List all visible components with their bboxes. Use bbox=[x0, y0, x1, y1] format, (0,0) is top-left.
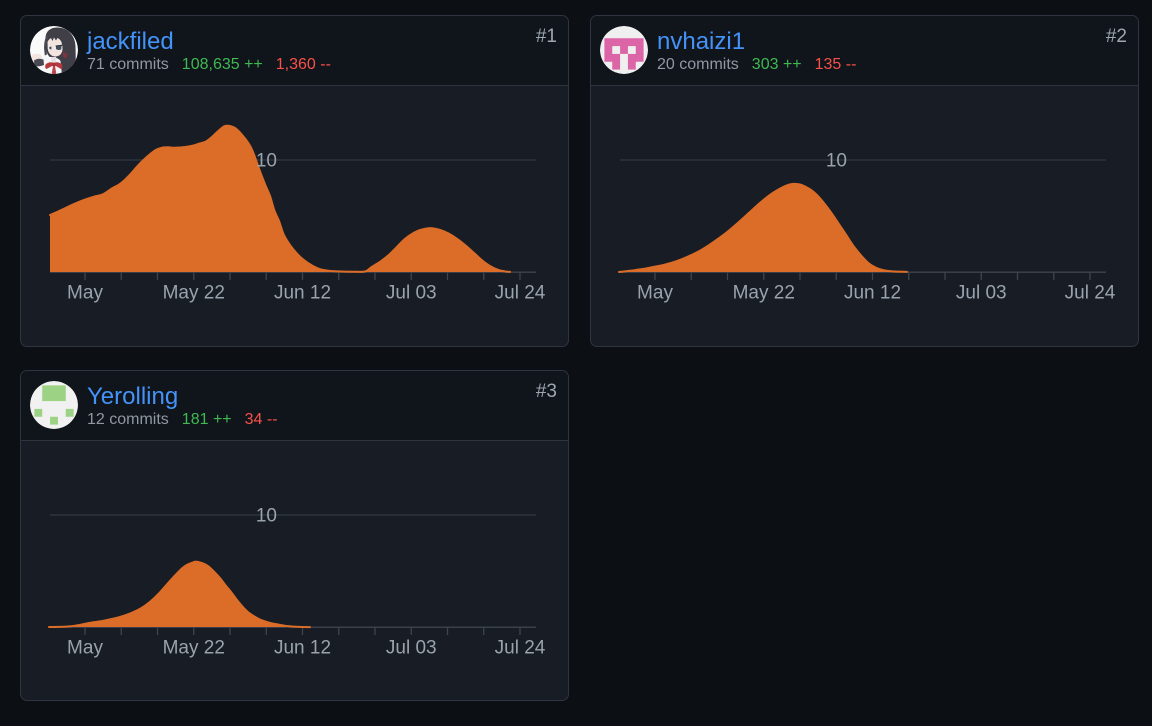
svg-text:Jun 12: Jun 12 bbox=[274, 283, 331, 304]
svg-text:10: 10 bbox=[256, 506, 277, 527]
svg-text:Jul 24: Jul 24 bbox=[495, 638, 546, 659]
svg-text:Jul 03: Jul 03 bbox=[386, 283, 437, 304]
svg-text:Jun 12: Jun 12 bbox=[844, 283, 901, 304]
svg-text:Jul 24: Jul 24 bbox=[1065, 283, 1116, 304]
svg-text:May 22: May 22 bbox=[163, 283, 225, 304]
svg-text:Jul 03: Jul 03 bbox=[386, 638, 437, 659]
svg-text:10: 10 bbox=[826, 151, 847, 172]
svg-text:Jun 12: Jun 12 bbox=[274, 638, 331, 659]
svg-text:May 22: May 22 bbox=[163, 638, 225, 659]
svg-text:10: 10 bbox=[256, 151, 277, 172]
svg-text:May 22: May 22 bbox=[733, 283, 795, 304]
svg-text:Jul 03: Jul 03 bbox=[956, 283, 1007, 304]
svg-text:May: May bbox=[637, 283, 673, 304]
svg-text:May: May bbox=[67, 283, 103, 304]
svg-text:May: May bbox=[67, 638, 103, 659]
svg-text:Jul 24: Jul 24 bbox=[495, 283, 546, 304]
